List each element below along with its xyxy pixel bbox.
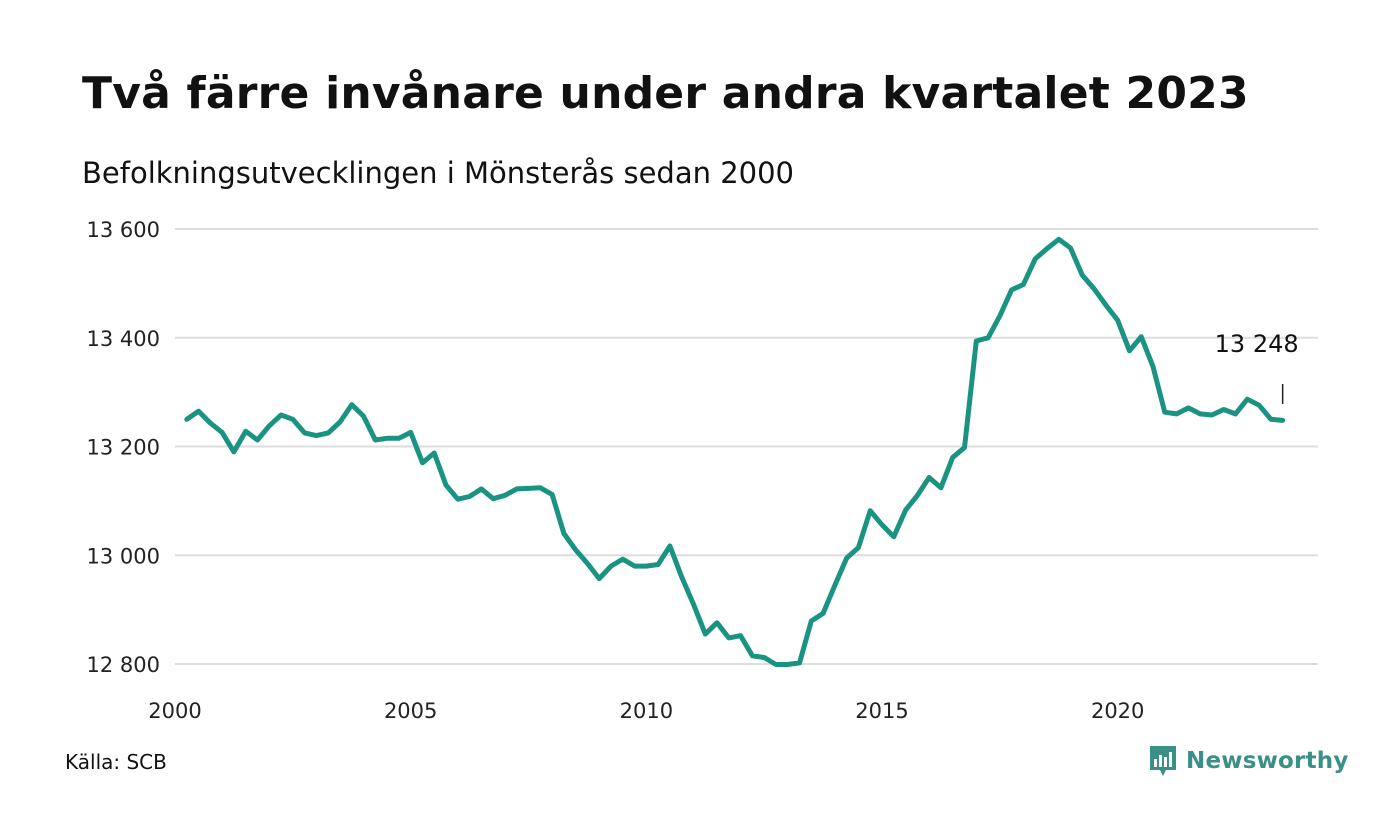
x-tick-label: 2020 xyxy=(1091,699,1144,723)
brand-name: Newsworthy xyxy=(1186,748,1349,774)
y-tick-label: 13 400 xyxy=(87,327,160,351)
source-note: Källa: SCB xyxy=(65,750,167,774)
series-line xyxy=(184,236,1286,667)
y-tick-label: 12 800 xyxy=(87,653,160,677)
y-tick-label: 13 000 xyxy=(87,544,160,568)
x-tick-label: 2010 xyxy=(620,699,673,723)
chart-subtitle: Befolkningsutvecklingen i Mönsterås seda… xyxy=(82,156,795,190)
x-tick-label: 2000 xyxy=(148,699,201,723)
x-tick-label: 2015 xyxy=(855,699,908,723)
y-tick-label: 13 200 xyxy=(87,436,160,460)
y-tick-label: 13 600 xyxy=(87,218,160,242)
x-tick-label: 2005 xyxy=(384,699,437,723)
brand-logo: Newsworthy xyxy=(1148,743,1349,779)
last-value-label: 13 248 xyxy=(1215,330,1299,358)
chart-title: Två färre invånare under andra kvartalet… xyxy=(82,68,1249,119)
newsworthy-logo-icon xyxy=(1150,746,1176,776)
